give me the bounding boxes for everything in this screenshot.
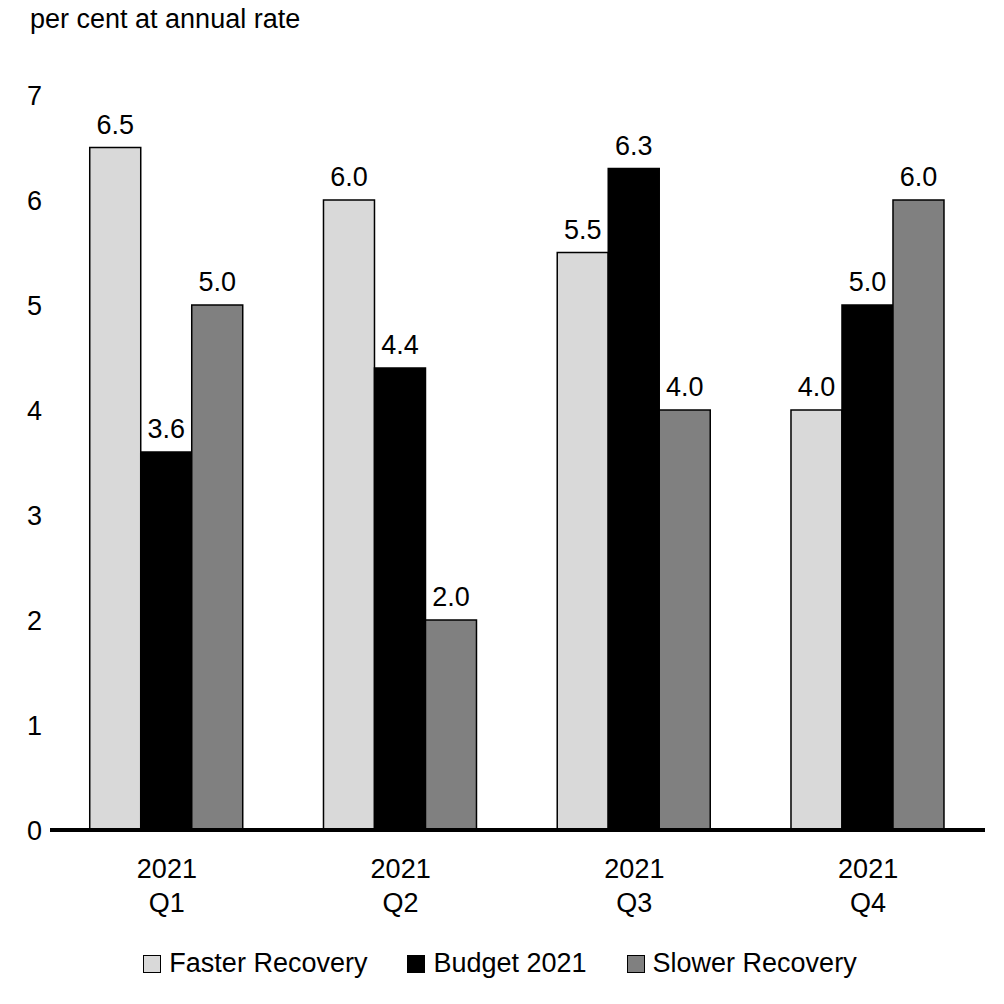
svg-text:5.0: 5.0 <box>849 267 887 297</box>
svg-text:3: 3 <box>27 501 42 531</box>
svg-text:2: 2 <box>27 606 42 636</box>
svg-text:2.0: 2.0 <box>432 582 470 612</box>
svg-text:5: 5 <box>27 291 42 321</box>
svg-text:2021Q1: 2021Q1 <box>137 854 197 918</box>
svg-text:0: 0 <box>27 816 42 846</box>
svg-text:4.4: 4.4 <box>381 330 419 360</box>
svg-text:6.5: 6.5 <box>96 110 134 140</box>
html-text:per cent at annual rate: per cent at annual rate <box>30 4 301 34</box>
svg-text:5.5: 5.5 <box>564 215 602 245</box>
svg-text:3.6: 3.6 <box>147 414 185 444</box>
svg-text:4.0: 4.0 <box>798 372 836 402</box>
html-text:Budget 2021: Budget 2021 <box>433 948 587 978</box>
svg-text:4.0: 4.0 <box>666 372 704 402</box>
svg-text:6.3: 6.3 <box>615 131 653 161</box>
html-text:Slower Recovery: Slower Recovery <box>652 948 857 978</box>
svg-text:6.0: 6.0 <box>330 162 368 192</box>
svg-text:5.0: 5.0 <box>198 267 236 297</box>
svg-text:4: 4 <box>27 396 42 426</box>
svg-text:2021Q2: 2021Q2 <box>371 854 431 918</box>
svg-text:2021Q3: 2021Q3 <box>604 854 664 918</box>
svg-text:2021Q4: 2021Q4 <box>838 854 898 918</box>
svg-text:6: 6 <box>27 186 42 216</box>
svg-text:7: 7 <box>27 81 42 111</box>
svg-text:1: 1 <box>27 711 42 741</box>
svg-text:6.0: 6.0 <box>900 162 938 192</box>
html-text:Faster Recovery: Faster Recovery <box>169 948 368 978</box>
